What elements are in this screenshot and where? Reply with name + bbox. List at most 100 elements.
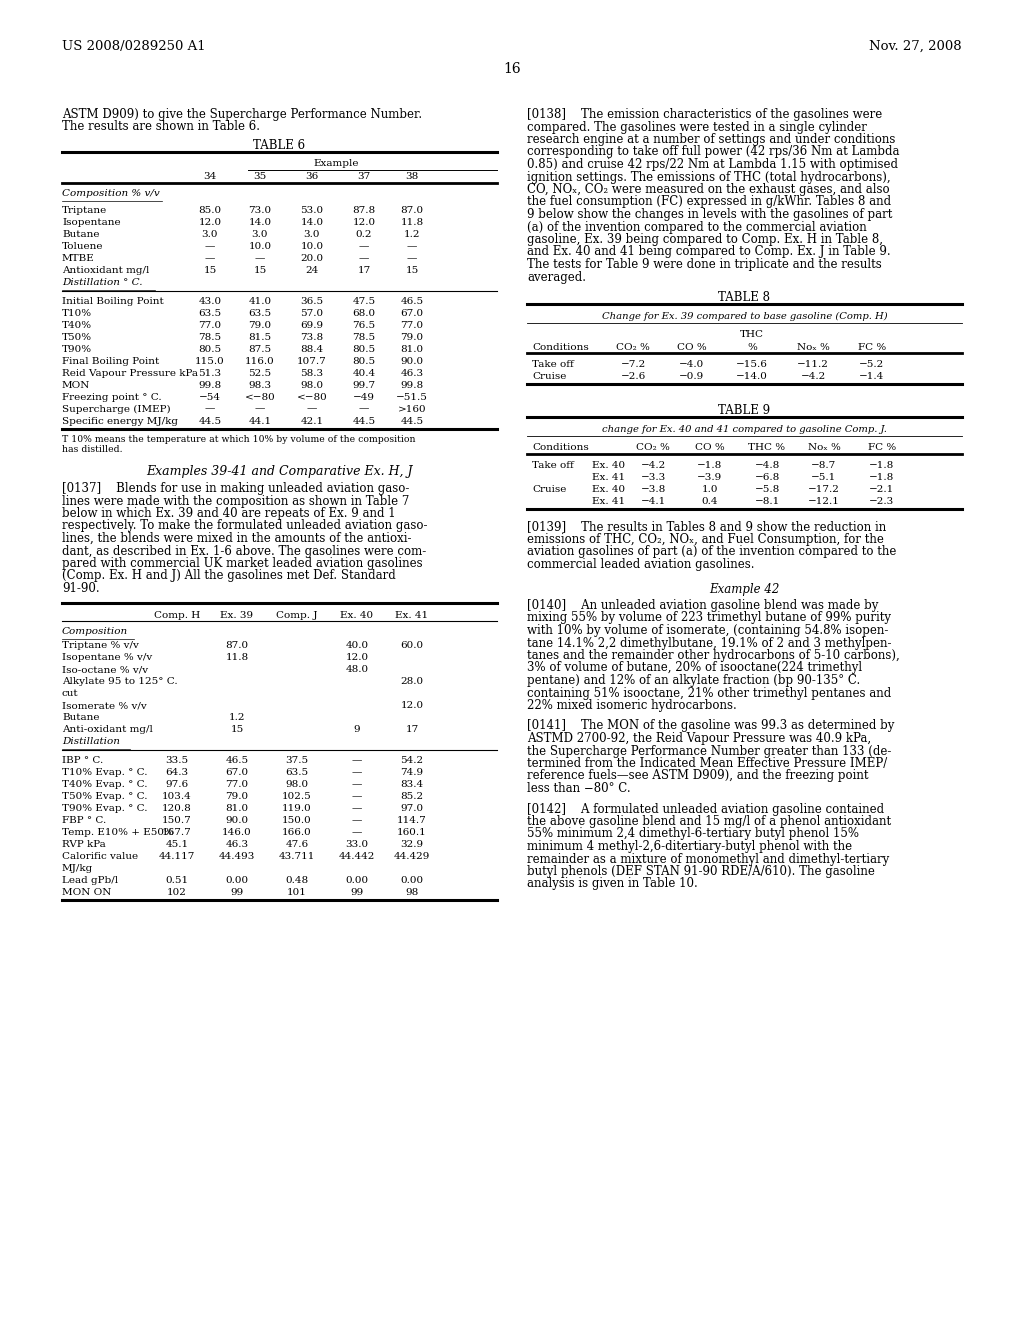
Text: Reid Vapour Pressure kPa: Reid Vapour Pressure kPa xyxy=(62,368,198,378)
Text: 0.2: 0.2 xyxy=(355,230,373,239)
Text: 28.0: 28.0 xyxy=(400,677,424,686)
Text: −2.6: −2.6 xyxy=(621,372,645,381)
Text: −1.4: −1.4 xyxy=(859,372,885,381)
Text: 73.8: 73.8 xyxy=(300,333,324,342)
Text: 99: 99 xyxy=(350,888,364,898)
Text: —: — xyxy=(205,404,215,413)
Text: Ex. 39: Ex. 39 xyxy=(220,610,254,619)
Text: (Comp. Ex. H and J) All the gasolines met Def. Standard: (Comp. Ex. H and J) All the gasolines me… xyxy=(62,569,395,582)
Text: 46.5: 46.5 xyxy=(225,756,249,766)
Text: analysis is given in Table 10.: analysis is given in Table 10. xyxy=(527,878,697,891)
Text: 76.5: 76.5 xyxy=(352,321,376,330)
Text: tanes and the remainder other hydrocarbons of 5-10 carbons),: tanes and the remainder other hydrocarbo… xyxy=(527,649,900,663)
Text: −2.3: −2.3 xyxy=(869,496,895,506)
Text: −7.2: −7.2 xyxy=(621,360,645,370)
Text: 85.2: 85.2 xyxy=(400,792,424,801)
Text: 53.0: 53.0 xyxy=(300,206,324,215)
Text: 60.0: 60.0 xyxy=(400,642,424,651)
Text: reference fuels—see ASTM D909), and the freezing point: reference fuels—see ASTM D909), and the … xyxy=(527,770,868,783)
Text: 44.442: 44.442 xyxy=(339,851,375,861)
Text: with 10% by volume of isomerate, (containing 54.8% isopen-: with 10% by volume of isomerate, (contai… xyxy=(527,624,889,638)
Text: 44.429: 44.429 xyxy=(394,851,430,861)
Text: 103.4: 103.4 xyxy=(162,792,191,801)
Text: −1.8: −1.8 xyxy=(869,461,895,470)
Text: 80.5: 80.5 xyxy=(352,345,376,354)
Text: Butane: Butane xyxy=(62,714,99,722)
Text: TABLE 8: TABLE 8 xyxy=(719,290,770,304)
Text: 63.5: 63.5 xyxy=(199,309,221,318)
Text: −4.0: −4.0 xyxy=(679,360,705,370)
Text: 47.5: 47.5 xyxy=(352,297,376,305)
Text: Composition: Composition xyxy=(62,627,128,636)
Text: 150.0: 150.0 xyxy=(283,816,312,825)
Text: T 10% means the temperature at which 10% by volume of the composition: T 10% means the temperature at which 10%… xyxy=(62,434,416,444)
Text: lines, the blends were mixed in the amounts of the antioxi-: lines, the blends were mixed in the amou… xyxy=(62,532,412,545)
Text: 54.2: 54.2 xyxy=(400,756,424,766)
Text: ASTMD 2700-92, the Reid Vapour Pressure was 40.9 kPa,: ASTMD 2700-92, the Reid Vapour Pressure … xyxy=(527,733,871,744)
Text: 90.0: 90.0 xyxy=(400,356,424,366)
Text: termined from the Indicated Mean Effective Pressure IMEP/: termined from the Indicated Mean Effecti… xyxy=(527,756,887,770)
Text: 107.7: 107.7 xyxy=(297,356,327,366)
Text: 102: 102 xyxy=(167,888,187,898)
Text: 12.0: 12.0 xyxy=(352,218,376,227)
Text: −5.2: −5.2 xyxy=(859,360,885,370)
Text: lines were made with the composition as shown in Table 7: lines were made with the composition as … xyxy=(62,495,410,507)
Text: 44.5: 44.5 xyxy=(352,417,376,425)
Text: −17.2: −17.2 xyxy=(808,484,840,494)
Text: [0142]    A formulated unleaded aviation gasoline contained: [0142] A formulated unleaded aviation ga… xyxy=(527,803,884,816)
Text: 91-90.: 91-90. xyxy=(62,582,99,595)
Text: The results are shown in Table 6.: The results are shown in Table 6. xyxy=(62,120,260,133)
Text: CO₂ %: CO₂ % xyxy=(636,444,670,451)
Text: 0.00: 0.00 xyxy=(345,876,369,884)
Text: −0.9: −0.9 xyxy=(679,372,705,381)
Text: 0.4: 0.4 xyxy=(701,496,718,506)
Text: 20.0: 20.0 xyxy=(300,253,324,263)
Text: 80.5: 80.5 xyxy=(352,356,376,366)
Text: 97.0: 97.0 xyxy=(400,804,424,813)
Text: Ex. 40: Ex. 40 xyxy=(592,484,625,494)
Text: 78.5: 78.5 xyxy=(352,333,376,342)
Text: 150.7: 150.7 xyxy=(162,816,191,825)
Text: 67.0: 67.0 xyxy=(225,768,249,777)
Text: T50% Evap. ° C.: T50% Evap. ° C. xyxy=(62,792,147,801)
Text: has distilled.: has distilled. xyxy=(62,445,123,454)
Text: −6.8: −6.8 xyxy=(755,473,779,482)
Text: 3% of volume of butane, 20% of isooctane(224 trimethyl: 3% of volume of butane, 20% of isooctane… xyxy=(527,661,862,675)
Text: [0140]    An unleaded aviation gasoline blend was made by: [0140] An unleaded aviation gasoline ble… xyxy=(527,599,879,612)
Text: 99.8: 99.8 xyxy=(400,380,424,389)
Text: 46.5: 46.5 xyxy=(400,297,424,305)
Text: corresponding to take off full power (42 rps/36 Nm at Lambda: corresponding to take off full power (42… xyxy=(527,145,899,158)
Text: 99.8: 99.8 xyxy=(199,380,221,389)
Text: minimum 4 methyl-2,6-ditertiary-butyl phenol with the: minimum 4 methyl-2,6-ditertiary-butyl ph… xyxy=(527,840,852,853)
Text: −5.1: −5.1 xyxy=(811,473,837,482)
Text: Composition % v/v: Composition % v/v xyxy=(62,190,160,198)
Text: 87.5: 87.5 xyxy=(249,345,271,354)
Text: 146.0: 146.0 xyxy=(222,828,252,837)
Text: Change for Ex. 39 compared to base gasoline (Comp. H): Change for Ex. 39 compared to base gasol… xyxy=(602,312,888,321)
Text: 77.0: 77.0 xyxy=(400,321,424,330)
Text: ignition settings. The emissions of THC (total hydrocarbons),: ignition settings. The emissions of THC … xyxy=(527,170,891,183)
Text: 22% mixed isomeric hydrocarbons.: 22% mixed isomeric hydrocarbons. xyxy=(527,700,736,711)
Text: 35: 35 xyxy=(253,172,266,181)
Text: respectively. To make the formulated unleaded aviation gaso-: respectively. To make the formulated unl… xyxy=(62,520,427,532)
Text: 87.8: 87.8 xyxy=(352,206,376,215)
Text: 57.0: 57.0 xyxy=(300,309,324,318)
Text: —: — xyxy=(352,816,362,825)
Text: Nov. 27, 2008: Nov. 27, 2008 xyxy=(869,40,962,53)
Text: 88.4: 88.4 xyxy=(300,345,324,354)
Text: 16: 16 xyxy=(503,62,521,77)
Text: <−80: <−80 xyxy=(245,392,275,401)
Text: —: — xyxy=(407,253,417,263)
Text: TABLE 9: TABLE 9 xyxy=(719,404,771,417)
Text: 37.5: 37.5 xyxy=(286,756,308,766)
Text: 79.0: 79.0 xyxy=(249,321,271,330)
Text: mixing 55% by volume of 223 trimethyl butane of 99% purity: mixing 55% by volume of 223 trimethyl bu… xyxy=(527,611,891,624)
Text: 81.5: 81.5 xyxy=(249,333,271,342)
Text: butyl phenols (DEF STAN 91-90 RDE/A/610). The gasoline: butyl phenols (DEF STAN 91-90 RDE/A/610)… xyxy=(527,865,874,878)
Text: 10.0: 10.0 xyxy=(249,242,271,251)
Text: CO %: CO % xyxy=(695,444,725,451)
Text: −3.8: −3.8 xyxy=(640,484,666,494)
Text: 98.0: 98.0 xyxy=(286,780,308,789)
Text: −8.1: −8.1 xyxy=(755,496,779,506)
Text: 85.0: 85.0 xyxy=(199,206,221,215)
